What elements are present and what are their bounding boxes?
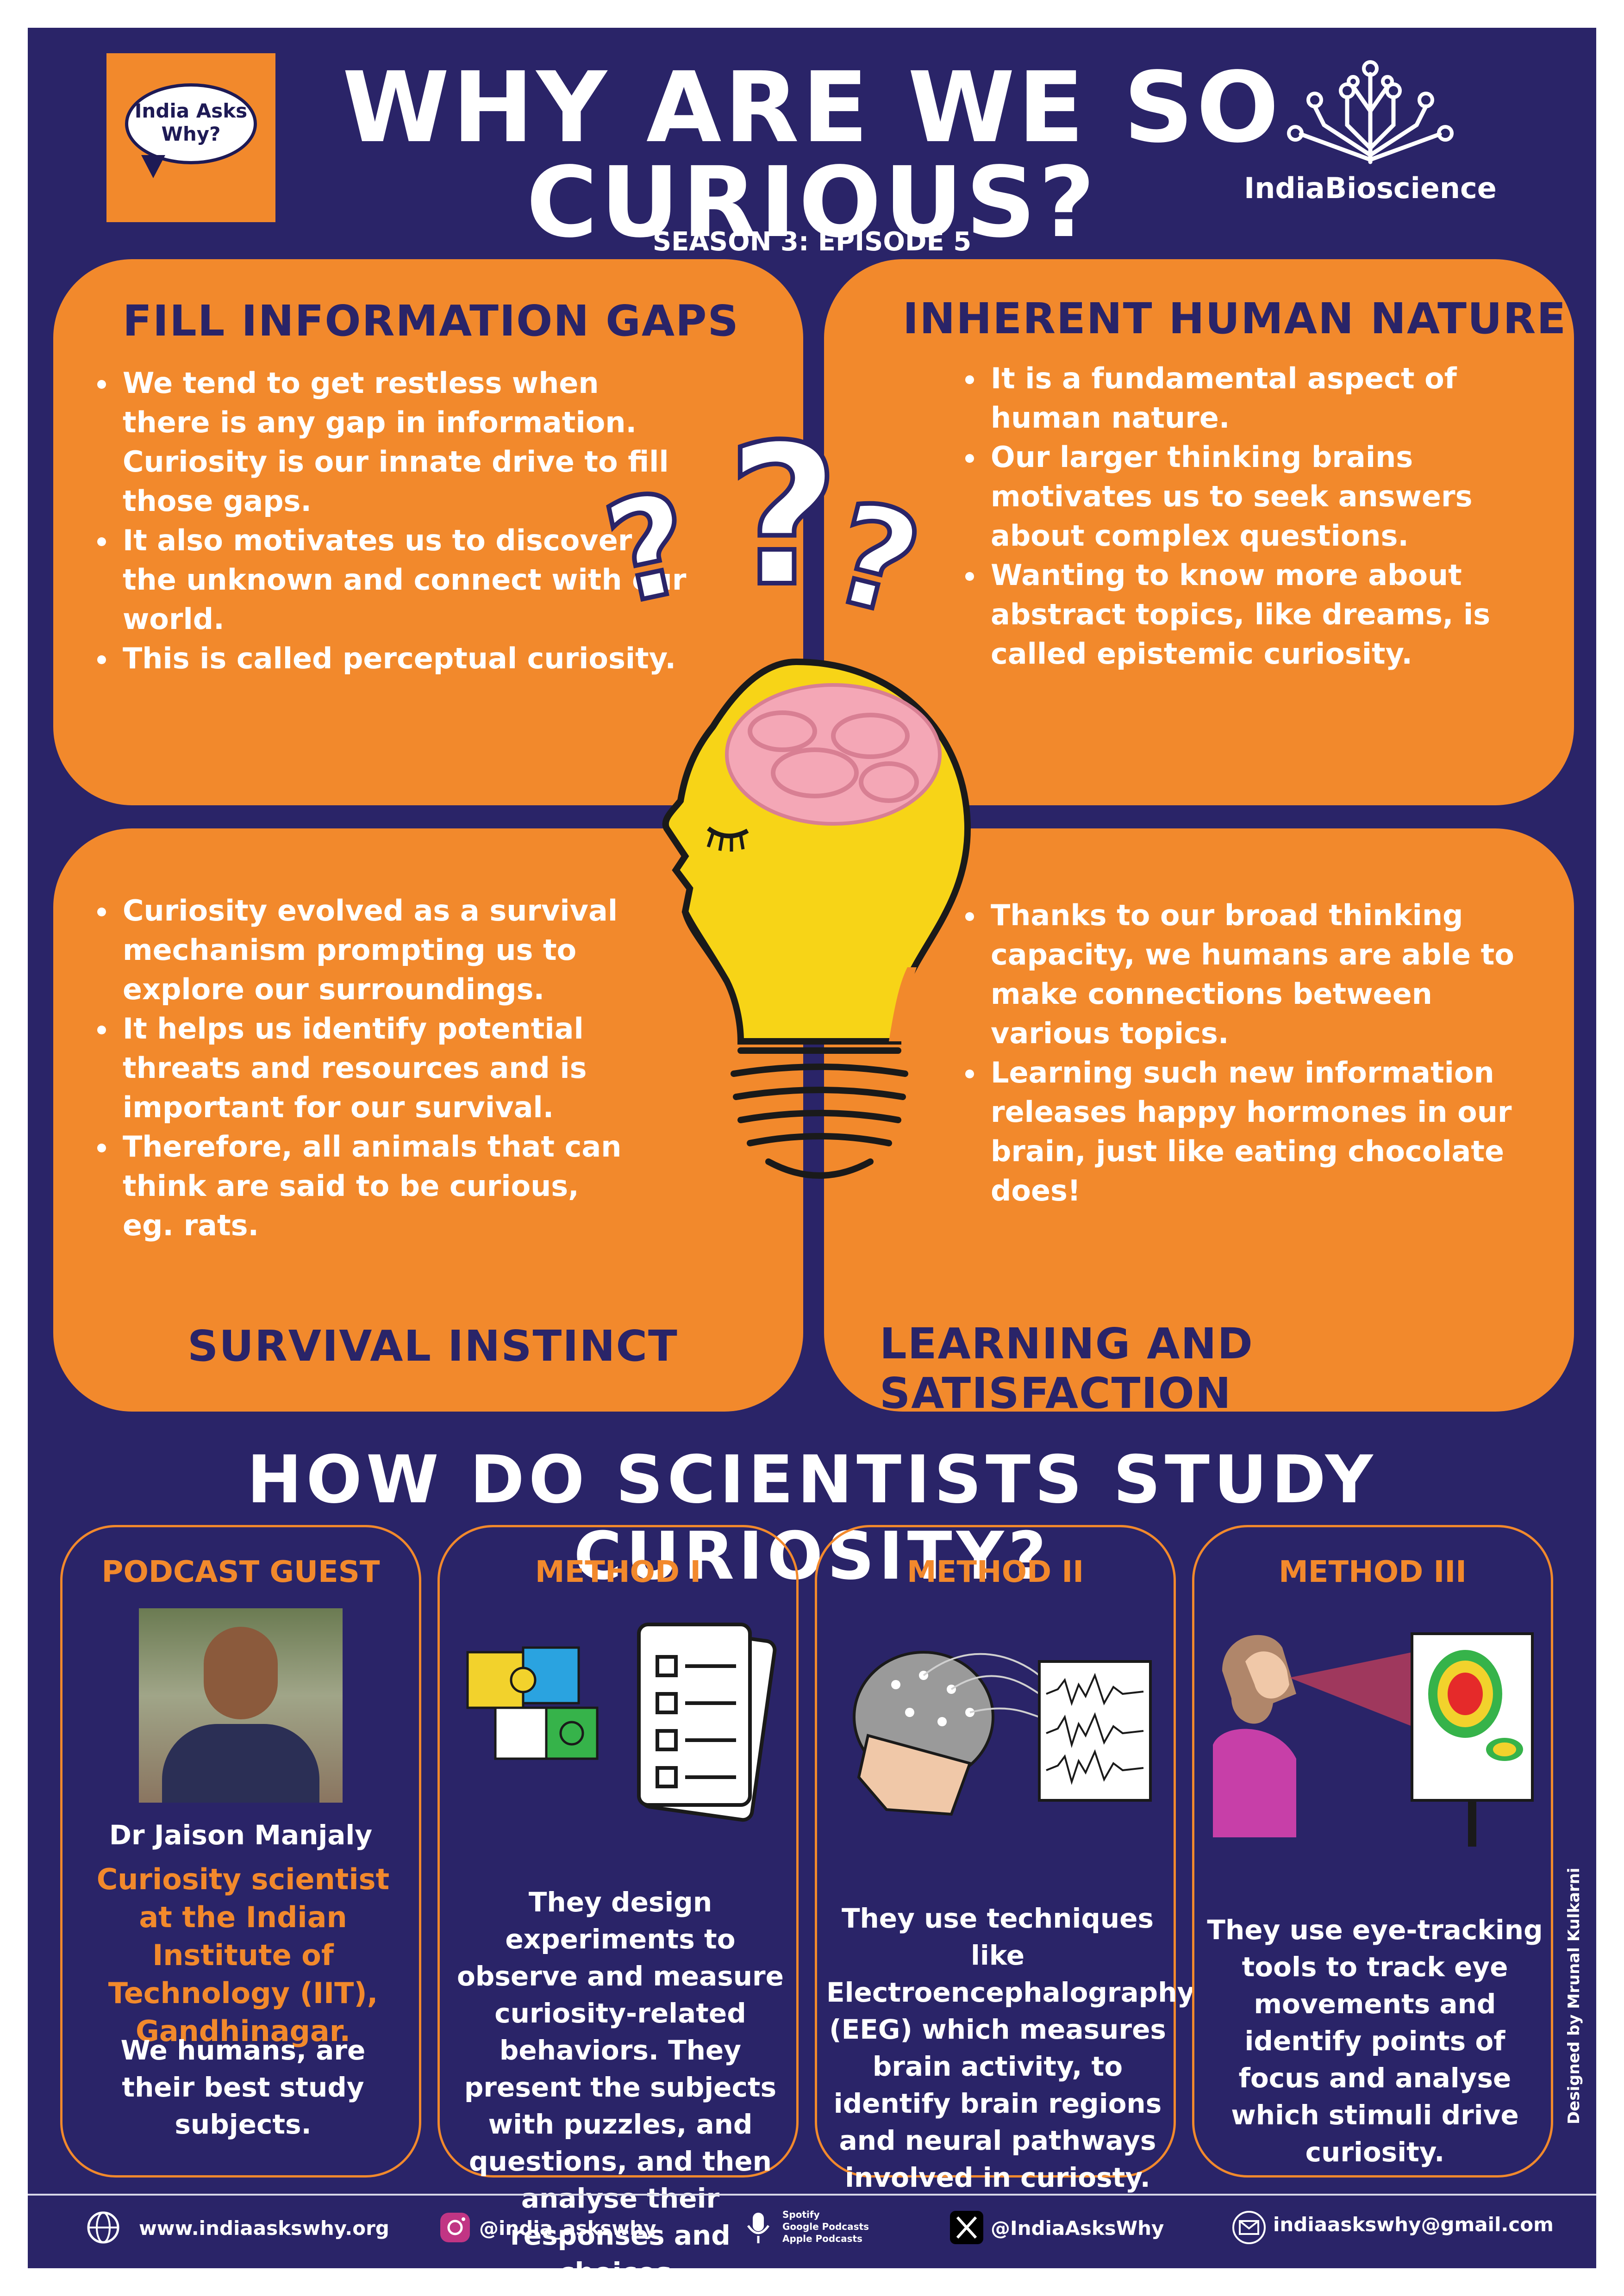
guest-face <box>204 1627 278 1719</box>
method-description: They use techniques like Electroencephal… <box>826 1903 1195 2193</box>
quadrant-inherent-human-nature: INHERENT HUMAN NATURE It is a fundamenta… <box>824 259 1574 805</box>
bullet-list: Thanks to our broad thinking capacity, w… <box>935 896 1523 1210</box>
bullet-item: We tend to get restless when there is an… <box>118 363 687 521</box>
bullet-item: It also motivates us to discover the unk… <box>118 521 687 639</box>
quadrant-title: LEARNING AND SATISFACTION <box>880 1319 1254 1418</box>
guest-name: Dr Jaison Manjaly <box>109 1819 373 1851</box>
bullet-list: Curiosity evolved as a survival mechanis… <box>67 891 637 1245</box>
instagram-icon <box>440 2213 470 2242</box>
heatmap-icon <box>1411 1632 1534 1847</box>
speech-tail-icon <box>141 155 165 178</box>
bullet-item: Wanting to know more about abstract topi… <box>986 555 1518 673</box>
quadrant-title: INHERENT HUMAN NATURE <box>903 294 1567 343</box>
bullet-item: Thanks to our broad thinking capacity, w… <box>986 896 1523 1053</box>
footer-podcast-platforms: Spotify Google Podcasts Apple Podcasts <box>782 2209 869 2245</box>
mail-icon <box>1232 2211 1266 2244</box>
tree-logo-icon <box>1287 60 1454 164</box>
footer-instagram[interactable]: @india_askswhy <box>479 2217 656 2240</box>
quadrant-fill-information-gaps: FILL INFORMATION GAPS We tend to get res… <box>53 259 803 805</box>
card-method-3: METHOD III They use eye-tracking tools t… <box>1192 1525 1553 2178</box>
poster: India Asks Why? WHY ARE WE SO CURIOUS? S… <box>28 28 1596 2268</box>
bullet-item: This is called perceptual curiosity. <box>118 639 687 678</box>
eeg-head-icon <box>853 1651 1040 1816</box>
footer-x-handle[interactable]: @IndiaAsksWhy <box>991 2217 1164 2240</box>
page-title: WHY ARE WE SO CURIOUS? <box>28 51 1596 259</box>
footer-email[interactable]: indiaaskswhy@gmail.com <box>1273 2213 1554 2236</box>
method-description: They design experiments to observe and m… <box>457 1886 784 2268</box>
checklist-icon <box>637 1623 777 1822</box>
puzzle-checklist-icon <box>466 1623 777 1822</box>
bullet-item: Curiosity evolved as a survival mechanis… <box>118 891 637 1009</box>
eeg-icon <box>853 1651 1152 1816</box>
brain-icon <box>725 683 942 826</box>
svg-text:?: ? <box>593 461 706 636</box>
x-icon <box>950 2211 983 2244</box>
guest-role: Curiosity scientist at the Indian Instit… <box>96 1862 390 2048</box>
indiabioscience-logo-text: IndiaBioscience <box>1244 171 1497 205</box>
episode-subtitle: SEASON 3: EPISODE 5 <box>652 227 972 257</box>
lightbulb-head-icon: ? ? ? <box>591 401 971 1179</box>
bullet-list: We tend to get restless when there is an… <box>67 363 687 678</box>
podcast-line[interactable]: Apple Podcasts <box>782 2233 862 2244</box>
quadrant-title: FILL INFORMATION GAPS <box>123 296 739 346</box>
eeg-wave-icon <box>1038 1660 1152 1802</box>
quadrant-survival-instinct: Curiosity evolved as a survival mechanis… <box>53 828 803 1412</box>
card-heading: METHOD III <box>1279 1555 1467 1589</box>
title-line-1: WHY ARE WE SO <box>342 51 1282 164</box>
card-method-2: METHOD II They use techniques like Elect… <box>815 1525 1194 2193</box>
bullet-item: It is a fundamental aspect of human natu… <box>986 359 1518 437</box>
guest-photo <box>139 1608 343 1803</box>
svg-text:?: ? <box>727 403 840 629</box>
podcast-line[interactable]: Spotify <box>782 2209 820 2220</box>
quadrant-title: SURVIVAL INSTINCT <box>187 1321 678 1371</box>
designer-credit: Designed by Mrunal Kulkarni <box>1565 1867 1583 2124</box>
guest-body <box>162 1724 319 1803</box>
puzzle-icon <box>466 1646 599 1760</box>
india-asks-why-logo: India Asks Why? <box>106 53 275 222</box>
question-marks-icon: ? ? ? <box>591 401 937 650</box>
card-heading: METHOD I <box>535 1555 701 1589</box>
bullet-item: Therefore, all animals that can think ar… <box>118 1127 637 1245</box>
bullet-item: Learning such new information releases h… <box>986 1053 1523 1210</box>
bullet-item: Our larger thinking brains motivates us … <box>986 437 1518 555</box>
method-description: They use eye-tracking tools to track eye… <box>1207 1914 1543 2168</box>
eye-tracking-icon <box>1213 1632 1534 1847</box>
card-method-1: METHOD I They design experiments to obse… <box>437 1525 799 2268</box>
bullet-list: It is a fundamental aspect of human natu… <box>935 359 1518 673</box>
footer-website[interactable]: www.indiaaskswhy.org <box>139 2217 389 2240</box>
card-podcast-guest: PODCAST GUEST Dr Jaison Manjaly Curiosit… <box>60 1525 421 2178</box>
quadrant-learning-and-satisfaction: Thanks to our broad thinking capacity, w… <box>824 828 1574 1418</box>
card-heading: METHOD II <box>906 1555 1084 1589</box>
section-title: HOW DO SCIENTISTS STUDY CURIOSITY? <box>247 1442 1377 1594</box>
logo-speech-bubble: India Asks Why? <box>125 83 257 164</box>
logo-left-text: India Asks Why? <box>134 100 248 145</box>
footer-divider <box>28 2194 1596 2196</box>
podcast-line[interactable]: Google Podcasts <box>782 2221 869 2232</box>
card-heading: PODCAST GUEST <box>101 1555 380 1589</box>
microphone-icon <box>747 2213 770 2243</box>
guest-note: We humans, are their best study subjects… <box>120 2035 366 2140</box>
globe-icon <box>87 2211 119 2244</box>
title-line-2: CURIOUS? <box>526 146 1098 259</box>
bullet-item: It helps us identify potential threats a… <box>118 1009 637 1127</box>
